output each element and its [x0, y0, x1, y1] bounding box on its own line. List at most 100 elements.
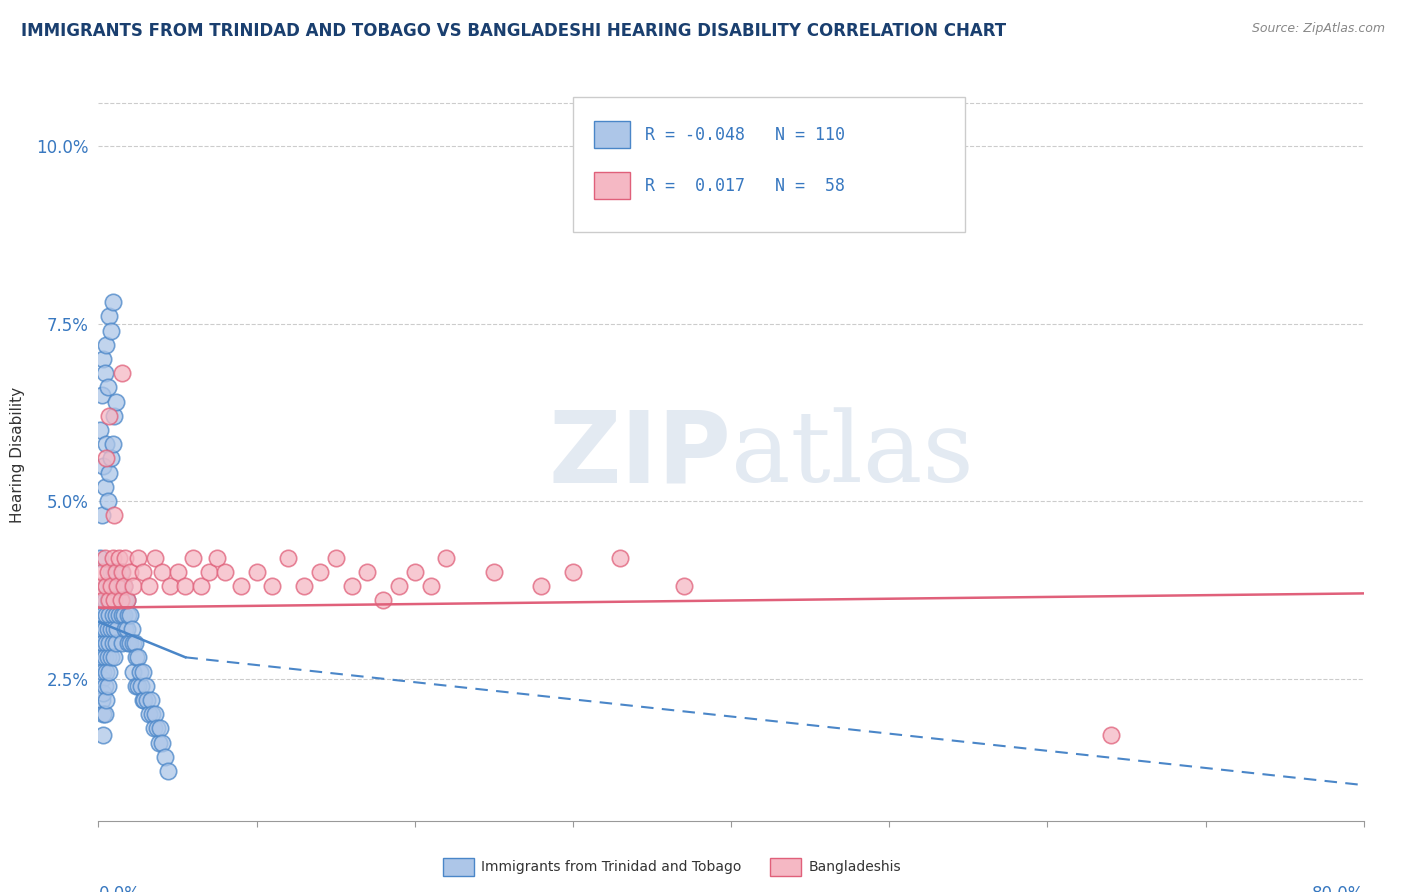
Y-axis label: Hearing Disability: Hearing Disability: [10, 387, 25, 523]
Point: [132, 665, 155, 679]
Point: [672, 579, 695, 593]
Point: [112, 579, 135, 593]
Point: [100, 565, 122, 579]
Point: [89, 423, 111, 437]
FancyBboxPatch shape: [595, 172, 630, 199]
Point: [103, 650, 125, 665]
Point: [90, 387, 112, 401]
Point: [103, 409, 125, 423]
Point: [111, 565, 134, 579]
Point: [371, 593, 394, 607]
Point: [115, 593, 138, 607]
Point: [97, 565, 120, 579]
Point: [89, 636, 111, 650]
Point: [96, 579, 118, 593]
Point: [132, 693, 155, 707]
Point: [124, 636, 146, 650]
Point: [107, 579, 129, 593]
Point: [128, 665, 150, 679]
Point: [198, 565, 221, 579]
Point: [101, 579, 124, 593]
Point: [103, 622, 125, 636]
Point: [122, 636, 145, 650]
Point: [122, 665, 145, 679]
FancyBboxPatch shape: [595, 121, 630, 148]
Point: [104, 607, 127, 622]
Point: [98, 607, 121, 622]
Point: [91, 707, 114, 722]
Point: [97, 679, 120, 693]
Point: [141, 707, 163, 722]
Point: [205, 550, 228, 565]
Point: [97, 494, 120, 508]
Point: [111, 579, 134, 593]
Point: [98, 579, 121, 593]
Point: [96, 338, 118, 352]
Point: [145, 550, 166, 565]
Point: [93, 366, 117, 380]
Point: [100, 622, 122, 636]
Text: R = -0.048   N = 110: R = -0.048 N = 110: [645, 127, 845, 145]
Point: [90, 565, 112, 579]
Point: [93, 679, 117, 693]
Point: [530, 579, 553, 593]
Point: [93, 593, 117, 607]
Point: [229, 579, 252, 593]
Point: [103, 508, 125, 523]
Text: 80.0%: 80.0%: [1312, 885, 1364, 892]
Text: ZIP: ZIP: [548, 407, 731, 503]
Point: [101, 607, 124, 622]
Point: [174, 579, 197, 593]
Point: [90, 693, 112, 707]
Point: [96, 579, 118, 593]
Point: [90, 508, 112, 523]
Point: [325, 550, 347, 565]
Point: [120, 565, 141, 579]
Point: [120, 636, 141, 650]
Point: [159, 579, 181, 593]
Point: [100, 451, 122, 466]
Point: [96, 693, 118, 707]
Point: [125, 679, 148, 693]
Point: [91, 593, 114, 607]
Point: [115, 593, 138, 607]
Point: [96, 451, 118, 466]
Point: [121, 622, 143, 636]
Point: [91, 686, 114, 700]
Point: [97, 622, 120, 636]
Point: [107, 622, 129, 636]
Point: [101, 437, 124, 451]
Point: [98, 636, 121, 650]
Text: Source: ZipAtlas.com: Source: ZipAtlas.com: [1251, 22, 1385, 36]
Point: [145, 707, 166, 722]
Point: [127, 550, 149, 565]
Point: [108, 550, 131, 565]
Point: [120, 607, 141, 622]
Point: [100, 593, 122, 607]
Point: [98, 310, 121, 324]
Point: [108, 607, 131, 622]
Point: [157, 764, 180, 778]
Point: [114, 550, 136, 565]
Point: [135, 679, 157, 693]
Point: [112, 607, 135, 622]
Point: [561, 565, 585, 579]
Point: [419, 579, 441, 593]
Point: [91, 728, 114, 742]
Text: IMMIGRANTS FROM TRINIDAD AND TOBAGO VS BANGLADESHI HEARING DISABILITY CORRELATIO: IMMIGRANTS FROM TRINIDAD AND TOBAGO VS B…: [21, 22, 1007, 40]
Point: [117, 607, 139, 622]
Point: [101, 550, 124, 565]
Point: [114, 622, 136, 636]
Point: [190, 579, 212, 593]
Point: [139, 693, 162, 707]
Point: [98, 593, 121, 607]
Point: [609, 550, 631, 565]
Point: [142, 722, 165, 736]
Point: [93, 622, 117, 636]
Point: [104, 636, 127, 650]
Point: [110, 565, 132, 579]
Point: [114, 593, 136, 607]
Point: [91, 636, 114, 650]
Point: [129, 679, 152, 693]
Point: [100, 324, 122, 338]
